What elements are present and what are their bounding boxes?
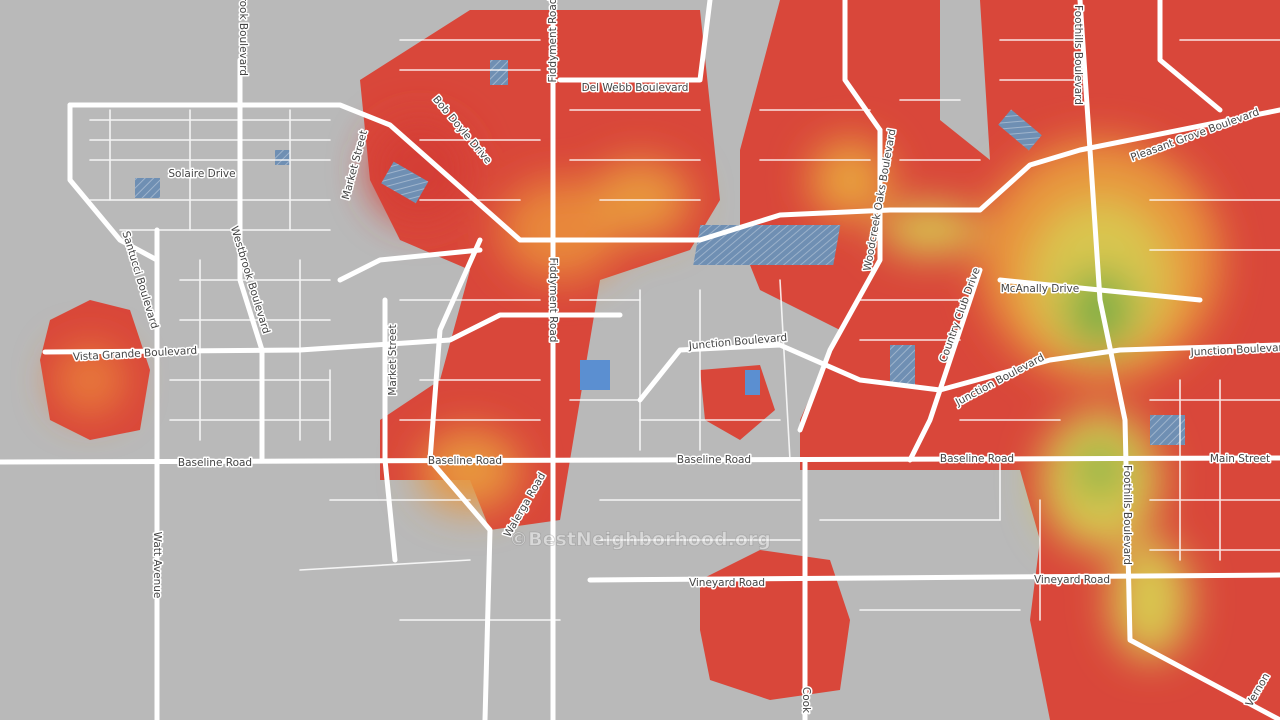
road-label: Del Webb Boulevard (582, 82, 689, 94)
road-label: Junction Boulevard (1189, 341, 1280, 358)
watermark: ©BestNeighborhood.org (509, 529, 771, 551)
road-label: Baseline Road (428, 455, 502, 467)
road-label: Market Street (387, 324, 399, 395)
road-label: Fiddyment Road (547, 258, 559, 343)
road-label: Baseline Road (178, 457, 252, 469)
water-parks (135, 60, 1185, 445)
road-label: McAnally Drive (1001, 283, 1079, 295)
road-label: Baseline Road (677, 454, 751, 466)
road-label: Cook (800, 687, 812, 714)
road-label: Westbrook Boulevard (237, 0, 249, 76)
road-label: Foothills Boulevard (1072, 5, 1084, 105)
road-label: Solaire Drive (168, 168, 235, 180)
road-label: Vineyard Road (1034, 574, 1110, 586)
road-label: Main Street (1210, 453, 1270, 465)
road-label: Watt Avenue (151, 532, 163, 599)
road-label: Baseline Road (940, 453, 1014, 465)
road-label: Fiddyment Road (547, 0, 559, 82)
road-label: Vineyard Road (689, 577, 765, 589)
road-label: Foothills Boulevard (1121, 465, 1133, 565)
